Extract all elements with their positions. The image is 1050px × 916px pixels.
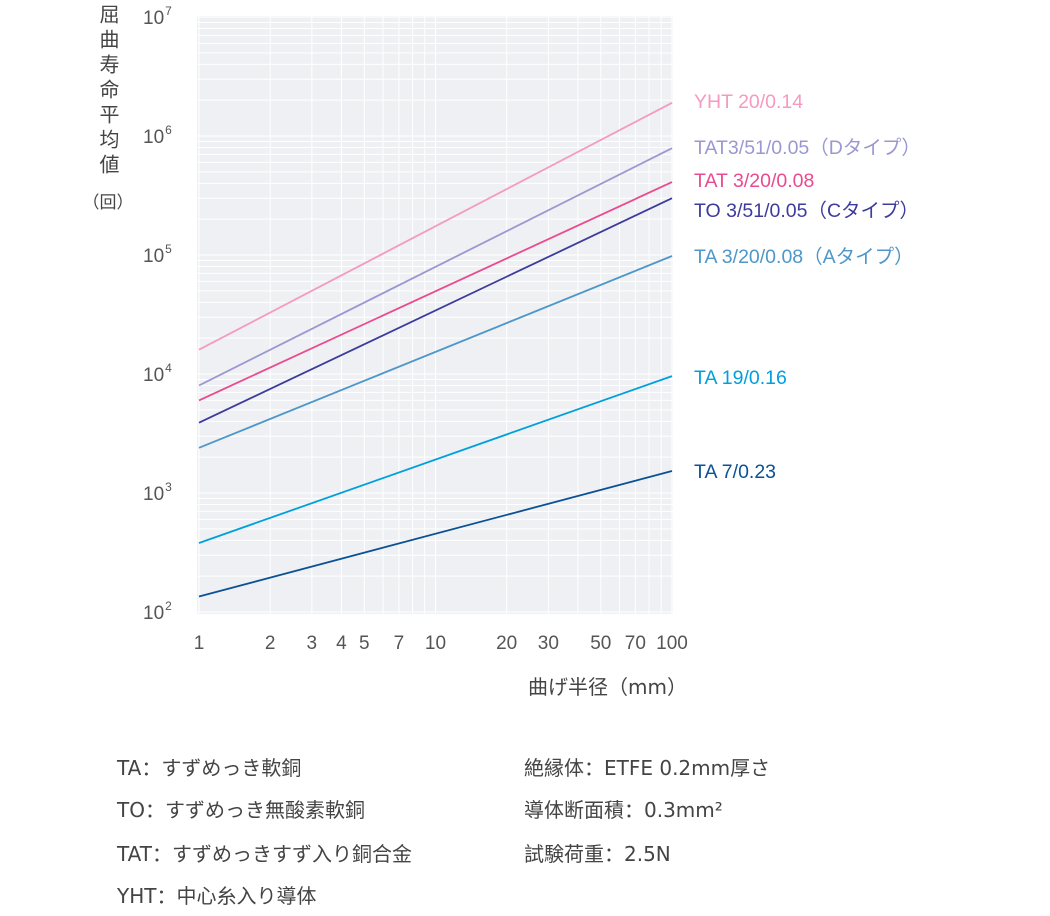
y-axis-unit: （回） [82,193,134,213]
series-lines [198,102,673,598]
series-line-7 [198,470,673,598]
note-ta: TA：すずめっき軟銅 [117,756,302,780]
x-tick-label: 2 [265,633,276,654]
y-tick-base: 10 [143,484,164,505]
y-tick-exponent: 4 [165,361,172,375]
note-tat: TAT：すずめっきすず入り銅合金 [117,842,413,866]
note-insulation: 絶縁体：ETFE 0.2mm厚さ [524,756,771,780]
x-tick-label: 30 [538,633,559,654]
x-tick-label: 50 [590,633,611,654]
y-tick-base: 10 [143,8,164,29]
note-test-load: 試験荷重：2.5N [524,842,671,866]
y-tick-base: 10 [143,127,164,148]
note-yht: YHT：中心糸入り導体 [117,884,317,908]
x-tick-labels: 1 2 3 4 5 7 10 20 30 50 70 100 [194,633,688,654]
series-label-6: TA 19/0.16 [694,367,787,389]
y-tick-label: 102 [143,599,172,624]
series-label-5: TA 3/20/0.08（Aタイプ） [694,246,914,268]
y-tick-base: 10 [143,246,164,267]
y-tick-label: 105 [143,242,172,267]
x-tick-label: 5 [359,633,370,654]
y-axis-title: 屈曲寿命平均値 [96,4,120,179]
x-tick-label: 3 [307,633,318,654]
x-tick-label: 20 [496,633,517,654]
series-label-7: TA 7/0.23 [694,461,776,483]
series-line-3 [198,181,673,402]
series-labels: YHT 20/0.14 TAT3/51/0.05（Dタイプ） TAT 3/20/0.… [694,91,921,483]
series-line-5 [198,255,673,449]
note-to: TO：すずめっき無酸素軟銅 [117,798,365,822]
y-tick-base: 10 [143,365,164,386]
note-cross-section: 導体断面積：0.3mm² [524,798,723,822]
series-label-1: YHT 20/0.14 [694,91,803,113]
x-tick-label: 70 [625,633,646,654]
series-line-6 [198,375,673,544]
series-line-1 [198,102,673,351]
series-label-4: TO 3/51/0.05（Cタイプ） [694,200,919,222]
x-axis-title: 曲げ半径（mm） [528,675,687,699]
series-label-3: TAT 3/20/0.08 [694,170,814,192]
x-tick-label: 1 [194,633,205,654]
y-tick-label: 107 [143,4,172,29]
series-label-2: TAT3/51/0.05（Dタイプ） [694,137,921,159]
y-tick-exponent: 7 [165,4,172,18]
series-line-4 [198,197,673,424]
y-tick-base: 10 [143,603,164,624]
y-tick-exponent: 5 [165,242,172,256]
x-tick-label: 10 [425,633,446,654]
y-tick-exponent: 2 [165,599,172,613]
y-tick-exponent: 6 [165,123,172,137]
x-tick-label: 7 [394,633,405,654]
x-tick-label: 100 [656,633,688,654]
y-tick-label: 103 [143,480,172,505]
x-tick-label: 4 [336,633,347,654]
y-tick-label: 106 [143,123,172,148]
y-tick-exponent: 3 [165,480,172,494]
y-tick-label: 104 [143,361,172,386]
series-line-2 [198,147,673,387]
